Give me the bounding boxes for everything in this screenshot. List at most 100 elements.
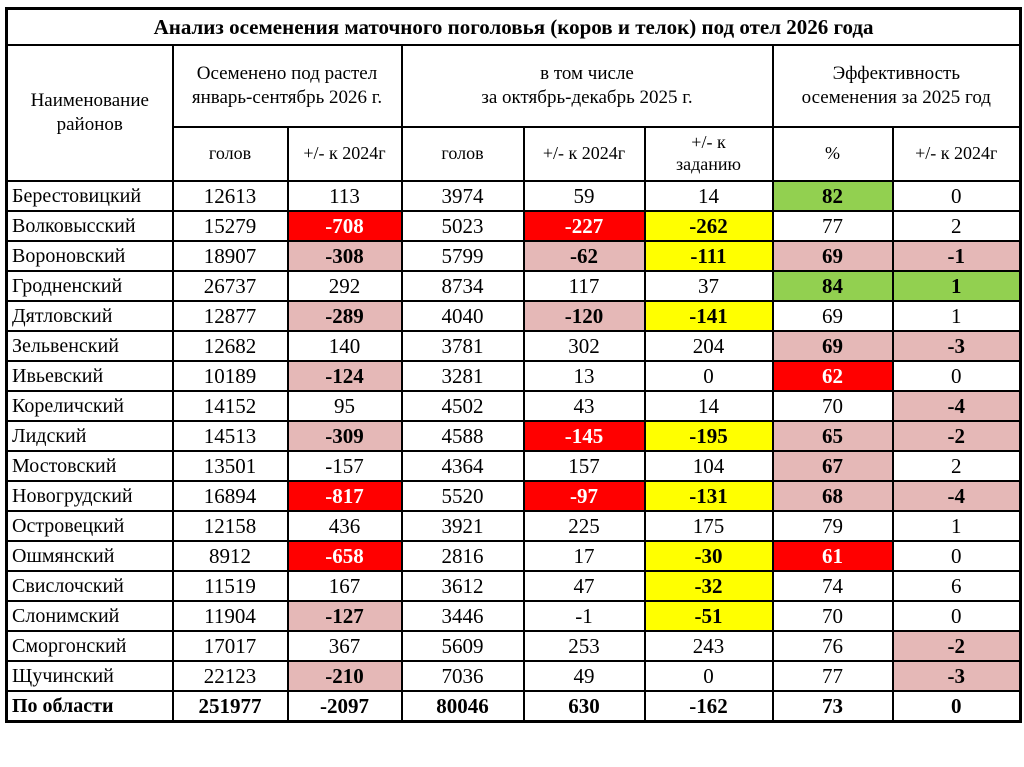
value-cell: 69 bbox=[771, 240, 894, 272]
district-name: Сморгонский bbox=[5, 630, 174, 662]
district-name: Слонимский bbox=[5, 600, 174, 632]
value-cell: 12877 bbox=[171, 300, 289, 332]
table-row: Дятловский 12877 -289 4040 -120 -141 69 1 bbox=[5, 300, 1022, 332]
value-cell: 2816 bbox=[400, 540, 525, 572]
value-cell: 76 bbox=[771, 630, 894, 662]
column-group-including: в том числе за октябрь-декабрь 2025 г. bbox=[400, 44, 774, 128]
value-cell: -1 bbox=[891, 240, 1022, 272]
header-line: за октябрь-декабрь 2025 г. bbox=[481, 87, 693, 108]
value-cell: 6 bbox=[891, 570, 1022, 602]
value-cell: 22123 bbox=[171, 660, 289, 692]
title-row: Анализ осеменения маточного поголовья (к… bbox=[5, 7, 1022, 46]
header-line: +/- к 2024г bbox=[303, 143, 386, 164]
value-cell: 5799 bbox=[400, 240, 525, 272]
table-row: Новогрудский 16894 -817 5520 -97 -131 68 -4 bbox=[5, 480, 1022, 512]
value-cell: 17017 bbox=[171, 630, 289, 662]
table-row: Островецкий 12158 436 3921 225 175 79 1 bbox=[5, 510, 1022, 542]
value-cell: 367 bbox=[286, 630, 403, 662]
value-cell: 79 bbox=[771, 510, 894, 542]
value-cell: 70 bbox=[771, 390, 894, 422]
value-cell: 436 bbox=[286, 510, 403, 542]
value-cell: -2 bbox=[891, 420, 1022, 452]
header-line: +/- к 2024г bbox=[915, 143, 998, 164]
value-cell: -30 bbox=[643, 540, 774, 572]
value-cell: -51 bbox=[643, 600, 774, 632]
header-line: голов bbox=[441, 143, 484, 164]
value-cell: -227 bbox=[522, 210, 646, 242]
value-cell: 77 bbox=[771, 660, 894, 692]
value-cell: 8734 bbox=[400, 270, 525, 302]
column-group-inseminated: Осеменено под растел январь-сентябрь 202… bbox=[171, 44, 403, 128]
column-header: голов bbox=[171, 126, 289, 182]
value-cell: 49 bbox=[522, 660, 646, 692]
value-cell: -131 bbox=[643, 480, 774, 512]
value-cell: 8912 bbox=[171, 540, 289, 572]
header-line: голов bbox=[208, 143, 252, 164]
table-row: Берестовицкий 12613 113 3974 59 14 82 0 bbox=[5, 180, 1022, 212]
value-cell: -308 bbox=[286, 240, 403, 272]
header-line: в том числе bbox=[540, 63, 634, 85]
column-header: голов bbox=[400, 126, 525, 182]
total-row: По области 251977 -2097 80046 630 -162 73 0 bbox=[5, 690, 1022, 723]
value-cell: 2 bbox=[891, 450, 1022, 482]
value-cell: 11904 bbox=[171, 600, 289, 632]
value-cell: 77 bbox=[771, 210, 894, 242]
value-cell: 630 bbox=[522, 690, 646, 723]
value-cell: 3281 bbox=[400, 360, 525, 392]
column-header-districts: Наименование районов bbox=[5, 44, 174, 182]
value-cell: 82 bbox=[771, 180, 894, 212]
district-name: Лидский bbox=[5, 420, 174, 452]
value-cell: 11519 bbox=[171, 570, 289, 602]
district-name: Зельвенский bbox=[5, 330, 174, 362]
value-cell: 4364 bbox=[400, 450, 525, 482]
table-row: Вороновский 18907 -308 5799 -62 -111 69 -1 bbox=[5, 240, 1022, 272]
value-cell: 43 bbox=[522, 390, 646, 422]
value-cell: 14 bbox=[643, 390, 774, 422]
value-cell: 14513 bbox=[171, 420, 289, 452]
value-cell: -3 bbox=[891, 330, 1022, 362]
value-cell: 73 bbox=[771, 690, 894, 723]
value-cell: 0 bbox=[891, 600, 1022, 632]
value-cell: 4040 bbox=[400, 300, 525, 332]
district-name: Гродненский bbox=[5, 270, 174, 302]
value-cell: 113 bbox=[286, 180, 403, 212]
group-header-row: Наименование районов Осеменено под расте… bbox=[5, 44, 1022, 182]
value-cell: -141 bbox=[643, 300, 774, 332]
value-cell: 15279 bbox=[171, 210, 289, 242]
value-cell: 7036 bbox=[400, 660, 525, 692]
value-cell: -4 bbox=[891, 480, 1022, 512]
value-cell: 95 bbox=[286, 390, 403, 422]
district-name: Щучинский bbox=[5, 660, 174, 692]
value-cell: 5609 bbox=[400, 630, 525, 662]
district-name: Дятловский bbox=[5, 300, 174, 332]
slide: Анализ осеменения маточного поголовья (к… bbox=[5, 7, 1023, 723]
table-row: Сморгонский 17017 367 5609 253 243 76 -2 bbox=[5, 630, 1022, 662]
value-cell: 12682 bbox=[171, 330, 289, 362]
value-cell: 4588 bbox=[400, 420, 525, 452]
value-cell: -289 bbox=[286, 300, 403, 332]
value-cell: 3612 bbox=[400, 570, 525, 602]
insemination-analysis-table: Анализ осеменения маточного поголовья (к… bbox=[5, 7, 1023, 723]
value-cell: 1 bbox=[891, 510, 1022, 542]
value-cell: 3974 bbox=[400, 180, 525, 212]
district-name: Волковысский bbox=[5, 210, 174, 242]
column-header: % bbox=[771, 126, 894, 182]
value-cell: -157 bbox=[286, 450, 403, 482]
value-cell: 0 bbox=[643, 360, 774, 392]
value-cell: 3446 bbox=[400, 600, 525, 632]
value-cell: 69 bbox=[771, 300, 894, 332]
header-line: Осеменено под растел bbox=[196, 63, 378, 85]
value-cell: 157 bbox=[522, 450, 646, 482]
value-cell: 1 bbox=[891, 270, 1022, 302]
value-cell: 18907 bbox=[171, 240, 289, 272]
value-cell: -658 bbox=[286, 540, 403, 572]
district-name: Берестовицкий bbox=[5, 180, 174, 212]
value-cell: -309 bbox=[286, 420, 403, 452]
value-cell: 69 bbox=[771, 330, 894, 362]
header-line: осеменения за 2025 год bbox=[801, 87, 991, 108]
value-cell: -127 bbox=[286, 600, 403, 632]
value-cell: -32 bbox=[643, 570, 774, 602]
value-cell: 26737 bbox=[171, 270, 289, 302]
value-cell: 80046 bbox=[400, 690, 525, 723]
value-cell: 5023 bbox=[400, 210, 525, 242]
